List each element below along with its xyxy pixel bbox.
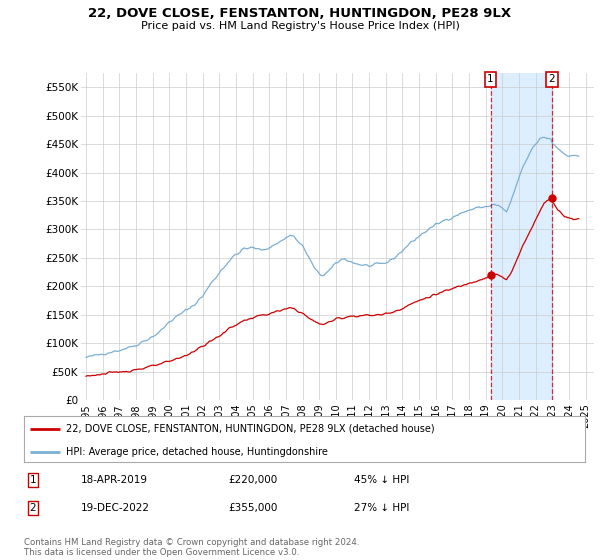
Text: 2: 2 bbox=[29, 503, 37, 513]
Text: 1: 1 bbox=[487, 74, 494, 85]
Text: 1: 1 bbox=[29, 475, 37, 485]
Text: 18-APR-2019: 18-APR-2019 bbox=[81, 475, 148, 485]
Text: 22, DOVE CLOSE, FENSTANTON, HUNTINGDON, PE28 9LX: 22, DOVE CLOSE, FENSTANTON, HUNTINGDON, … bbox=[88, 7, 512, 20]
Text: 22, DOVE CLOSE, FENSTANTON, HUNTINGDON, PE28 9LX (detached house): 22, DOVE CLOSE, FENSTANTON, HUNTINGDON, … bbox=[66, 424, 434, 434]
Text: 27% ↓ HPI: 27% ↓ HPI bbox=[354, 503, 409, 513]
Text: Price paid vs. HM Land Registry's House Price Index (HPI): Price paid vs. HM Land Registry's House … bbox=[140, 21, 460, 31]
Text: 19-DEC-2022: 19-DEC-2022 bbox=[81, 503, 150, 513]
Text: £355,000: £355,000 bbox=[228, 503, 277, 513]
Text: 45% ↓ HPI: 45% ↓ HPI bbox=[354, 475, 409, 485]
Text: HPI: Average price, detached house, Huntingdonshire: HPI: Average price, detached house, Hunt… bbox=[66, 447, 328, 457]
Text: £220,000: £220,000 bbox=[228, 475, 277, 485]
Text: Contains HM Land Registry data © Crown copyright and database right 2024.
This d: Contains HM Land Registry data © Crown c… bbox=[24, 538, 359, 557]
Text: 2: 2 bbox=[548, 74, 555, 85]
Bar bbox=[491, 73, 551, 400]
